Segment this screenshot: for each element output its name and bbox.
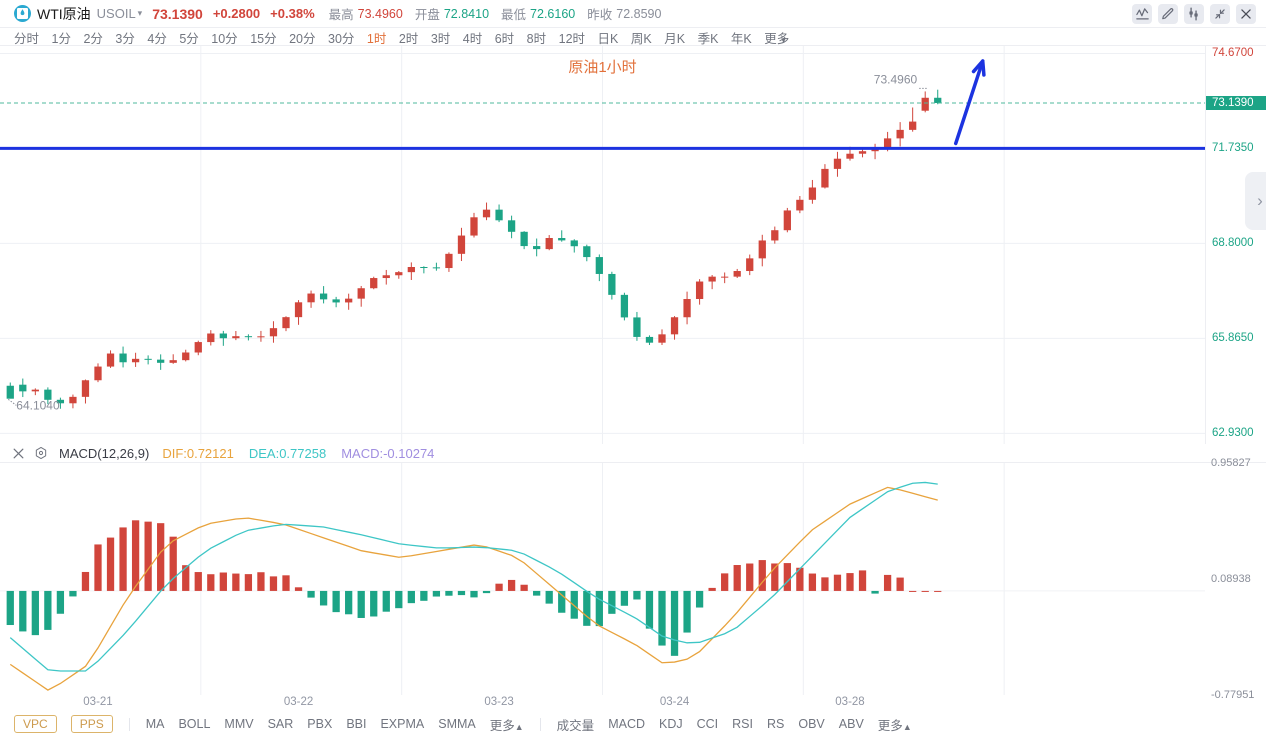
svg-text:64.1040: 64.1040	[16, 398, 60, 412]
